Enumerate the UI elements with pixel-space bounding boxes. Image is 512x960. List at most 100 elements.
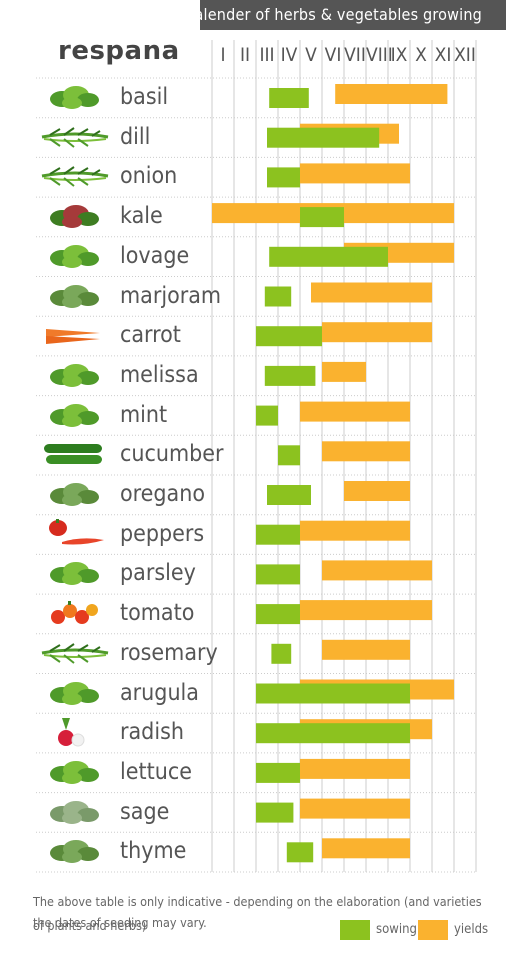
legend-yields-swatch [418,920,448,940]
sowing-bar [256,683,410,704]
row-label: mint [120,401,168,428]
sowing-bar [256,326,322,347]
parsley-icon [40,557,110,589]
month-label: II [239,44,251,66]
melissa-icon [40,359,110,391]
dill-icon [40,121,110,153]
month-label: III [259,44,275,66]
yield-bar [300,520,410,541]
carrot-icon [40,319,110,351]
mint-icon [40,399,110,431]
row-label: onion [120,163,178,190]
legend-sowing-swatch [340,920,370,940]
sowing-bar [256,524,300,545]
sowing-bar [256,564,300,585]
month-label: VII [344,44,366,66]
sowing-bar [256,762,300,783]
tomato-icon [40,597,110,629]
yield-bar [322,441,410,462]
basil-icon [40,81,110,113]
month-label: XII [454,44,476,66]
yield-bar [300,600,432,621]
yield-bar [300,163,410,184]
thyme-icon [40,835,110,867]
legend-yields-label: yields [454,922,489,937]
yield-bar [322,322,432,343]
row-label: cucumber [120,441,224,468]
sowing-bar [256,802,294,823]
sowing-bar [264,365,316,386]
yield-bar [322,361,366,382]
yield-bar [322,639,410,660]
row-label: arugula [120,679,199,706]
footer-note: The above table is only indicative - dep… [33,894,482,933]
month-label: V [305,44,317,66]
sowing-bar [269,246,388,267]
sowing-bar [264,286,292,307]
yield-bar [322,560,432,581]
footer-note-2: the dates of seeding may vary. [33,915,207,930]
sowing-bar [286,842,314,863]
header-bar: Calender of herbs & vegetables growing [184,0,506,30]
row-label: parsley [120,560,196,587]
row-label: sage [120,798,170,825]
chart-title: Calender of herbs & vegetables growing [184,5,482,24]
yield-bar [300,798,410,819]
row-label: kale [120,203,163,230]
row-label: oregano [120,481,205,507]
peppers-icon [40,518,110,550]
sowing-bar [267,127,380,148]
month-label: X [415,44,427,66]
row-label: carrot [120,322,181,349]
row-label: melissa [120,361,199,388]
month-label: IX [390,44,408,66]
sowing-bar [300,207,344,228]
brand-logo: respana [58,36,180,66]
sowing-bar [267,167,300,188]
month-label: XI [434,44,452,66]
sowing-bar [267,485,311,505]
row-label: peppers [120,520,205,547]
row-label: lettuce [120,758,192,785]
kale-icon [40,200,110,232]
yield-bar [344,481,410,501]
row-label: basil [120,84,169,110]
legend-sowing-label: sowing [376,922,417,937]
month-label: VI [324,44,342,66]
month-label: I [220,44,226,66]
sowing-bar [256,604,300,625]
arugula-icon [40,677,110,709]
yield-bar [300,401,410,422]
row-label: marjoram [120,282,222,309]
sowing-bar [269,88,309,108]
lovage-icon [40,240,110,272]
row-label: lovage [120,242,190,269]
yield-bar [300,123,399,144]
row-label: dill [120,123,151,150]
yield-bar [322,838,410,859]
sage-icon [40,796,110,828]
cucumber-icon [40,438,110,470]
onion-icon [40,160,110,192]
row-label: radish [120,719,184,746]
month-label: IV [280,44,298,66]
row-label: rosemary [120,639,218,666]
sowing-bar [256,405,278,426]
oregano-icon [40,478,110,510]
sowing-bar [278,445,300,466]
yield-bar [300,679,454,700]
rosemary-icon [40,637,110,669]
yield-bar [212,203,454,224]
yield-bar [311,282,432,303]
marjoram-icon [40,280,110,312]
row-label: tomato [120,600,195,627]
yield-bar [344,242,454,263]
sowing-bar [271,643,292,664]
row-label: thyme [120,838,187,865]
month-label: VIII [366,44,393,66]
lettuce-icon [40,756,110,788]
sowing-bar [256,723,410,744]
yield-bar [300,719,432,740]
yield-bar [300,758,410,779]
yield-bar [335,84,448,104]
